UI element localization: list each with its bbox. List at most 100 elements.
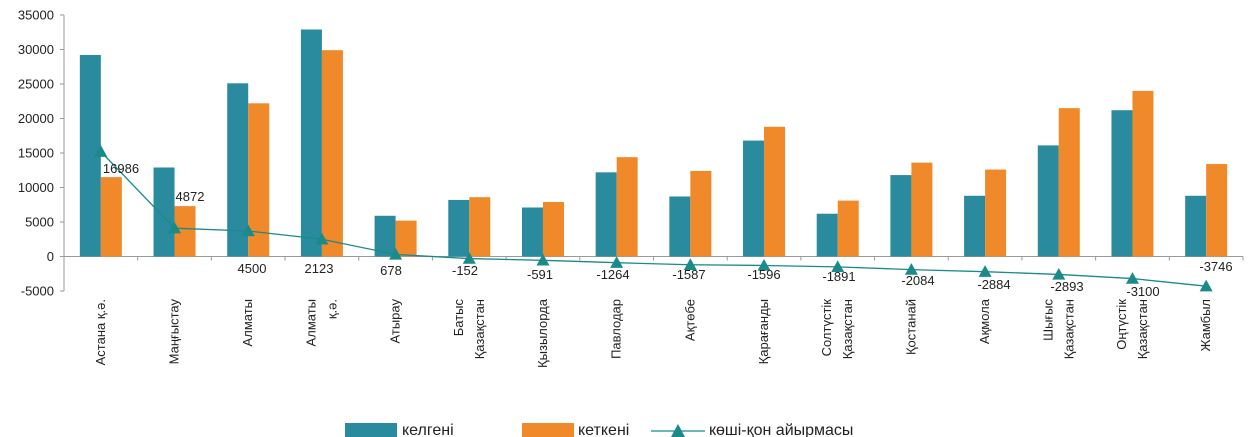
- bar-arrived: [890, 175, 912, 257]
- bar-departed: [616, 157, 638, 257]
- difference-data-label: 2123: [305, 261, 334, 276]
- legend-marker-difference: [671, 424, 685, 437]
- y-tick-label: 0: [47, 249, 54, 264]
- category-label: Атырау: [388, 299, 403, 344]
- legend-label-difference: көші-қон айырмасы: [709, 422, 853, 437]
- category-label: Қазақстан: [840, 299, 855, 359]
- difference-data-label: 4500: [238, 261, 267, 276]
- difference-data-label: -2884: [977, 277, 1010, 292]
- legend: келгені кеткені көші-қон айырмасы: [345, 422, 853, 437]
- category-label: Астана қ.ә.: [93, 299, 108, 365]
- y-tick-label: 30000: [18, 42, 54, 57]
- bar-arrived: [1037, 145, 1059, 257]
- bar-arrived: [153, 167, 175, 257]
- legend-swatch-arrived: [345, 423, 397, 437]
- bars: [79, 29, 1228, 257]
- difference-marker: [315, 232, 329, 245]
- difference-marker: [831, 260, 845, 273]
- bar-arrived: [669, 196, 691, 257]
- difference-marker: [536, 253, 550, 266]
- bar-departed: [100, 177, 122, 257]
- data-labels: 16986 4872 4500 2123 678 -152 -591 -1264 -1587 -1…: [103, 161, 1233, 299]
- difference-data-label: -1264: [596, 267, 629, 282]
- difference-marker: [610, 256, 624, 268]
- category-label: Шығыс: [1040, 299, 1055, 341]
- bar-departed: [321, 50, 343, 257]
- category-label: Қарағанды: [756, 299, 771, 364]
- category-label: Қызылорда: [535, 298, 550, 368]
- legend-label-departed: кеткені: [578, 422, 629, 437]
- bar-arrived: [1185, 195, 1207, 257]
- bar-departed: [764, 126, 786, 257]
- bar-arrived: [1111, 110, 1133, 257]
- y-tick-label: 5000: [25, 215, 54, 230]
- difference-marker: [978, 265, 992, 277]
- category-labels: Астана қ.ә. Маңғыстау Алматы Алматы қ.ә. Атыр…: [93, 298, 1213, 368]
- bar-departed: [174, 206, 196, 257]
- bar-departed: [395, 220, 417, 257]
- difference-marker: [757, 258, 771, 271]
- bar-departed: [1206, 164, 1228, 257]
- difference-data-label: -152: [452, 263, 478, 278]
- difference-data-label: 4872: [176, 189, 205, 204]
- difference-marker: [462, 252, 476, 264]
- bar-arrived: [816, 213, 838, 257]
- y-tick-label: 10000: [18, 180, 54, 195]
- difference-marker: [389, 247, 403, 260]
- difference-marker: [94, 145, 108, 157]
- category-label: Қазақстан: [1135, 299, 1150, 359]
- category-label: Павлодар: [609, 299, 624, 359]
- category-label: қ.ә.: [324, 299, 339, 319]
- y-tick-label: 35000: [18, 8, 54, 23]
- difference-marker: [168, 221, 182, 234]
- difference-marker: [904, 263, 918, 275]
- difference-marker: [1199, 279, 1213, 292]
- bar-departed: [248, 103, 270, 257]
- bar-departed: [985, 169, 1007, 257]
- legend-swatch-departed: [522, 423, 574, 437]
- bar-departed: [542, 201, 564, 257]
- legend-label-arrived: келгені: [402, 422, 454, 437]
- bar-arrived: [79, 55, 101, 257]
- bar-arrived: [521, 207, 543, 257]
- category-label: Алматы: [303, 299, 318, 346]
- category-label: Қостанай: [903, 299, 918, 355]
- bar-departed: [1058, 108, 1080, 257]
- difference-marker: [1052, 267, 1066, 280]
- bar-arrived: [448, 199, 470, 257]
- difference-data-label: -3100: [1126, 284, 1159, 299]
- difference-data-label: -3746: [1199, 259, 1232, 274]
- category-label: Батыс: [451, 299, 466, 337]
- category-label: Жамбыл: [1198, 299, 1213, 352]
- bar-departed: [837, 200, 859, 257]
- bar-arrived: [743, 140, 765, 257]
- category-label: Оңтүстік: [1114, 299, 1129, 350]
- category-label: Қазақстан: [1061, 299, 1076, 359]
- difference-marker: [683, 258, 697, 270]
- difference-data-label: -1587: [672, 267, 705, 282]
- difference-line-path: [100, 151, 1207, 287]
- category-label: Алматы: [240, 299, 255, 346]
- bar-arrived: [227, 83, 249, 257]
- bar-arrived: [595, 172, 617, 257]
- y-tick-label: 20000: [18, 111, 54, 126]
- bar-departed: [911, 162, 933, 257]
- bar-arrived: [300, 29, 322, 257]
- bar-departed: [469, 197, 491, 257]
- bar-departed: [690, 170, 712, 257]
- category-label: Ақмола: [977, 298, 992, 344]
- bar-arrived: [964, 195, 986, 257]
- bar-departed: [1132, 90, 1154, 257]
- difference-marker: [241, 224, 255, 237]
- category-label: Маңғыстау: [167, 299, 182, 365]
- difference-line: [94, 145, 1213, 292]
- difference-data-label: 678: [380, 263, 402, 278]
- difference-data-label: -591: [527, 267, 553, 282]
- difference-data-label: -1596: [747, 267, 780, 282]
- bar-arrived: [374, 215, 396, 257]
- y-tick-label: 15000: [18, 146, 54, 161]
- category-label: Ақтөбе: [682, 299, 697, 341]
- y-tick-label: 25000: [18, 77, 54, 92]
- difference-data-label: -2893: [1050, 279, 1083, 294]
